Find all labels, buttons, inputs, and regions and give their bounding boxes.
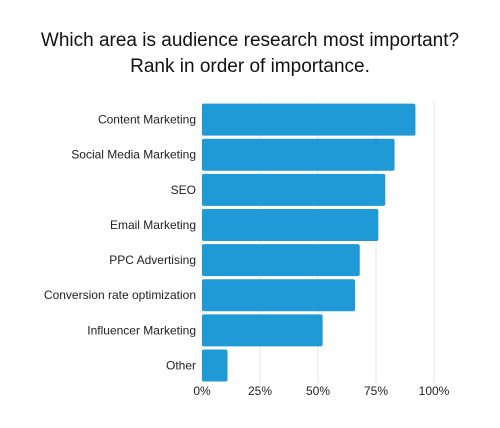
category-label: SEO [171,183,196,197]
bar [202,279,356,312]
bar [202,138,395,171]
category-label: Social Media Marketing [71,148,196,162]
bar [202,103,416,136]
category-label: Other [166,358,196,372]
x-tick-label: 75% [364,384,388,398]
x-tick-label: 25% [248,384,272,398]
category-label: Influencer Marketing [87,323,196,337]
category-label: Content Marketing [98,113,196,127]
category-labels: Content Marketing Social Media Marketing S… [44,113,196,373]
bar [202,314,323,347]
chart-title-line-2: Rank in order of importance. [130,56,370,77]
chart-title-line-1: Which area is audience research most imp… [40,30,460,51]
chart-title: Which area is audience research most imp… [0,28,500,80]
x-tick-label: 0% [193,384,211,398]
category-label: Email Marketing [110,218,196,232]
bar [202,349,228,382]
category-label: Conversion rate optimization [44,288,196,302]
bar [202,244,360,277]
category-label: PPC Advertising [109,253,196,267]
x-tick-label: 50% [306,384,330,398]
x-tick-labels: 0% 25% 50% 75% 100% [193,384,449,398]
bars [202,103,416,382]
bar [202,208,379,241]
x-tick-label: 100% [419,384,450,398]
bar [202,173,386,206]
